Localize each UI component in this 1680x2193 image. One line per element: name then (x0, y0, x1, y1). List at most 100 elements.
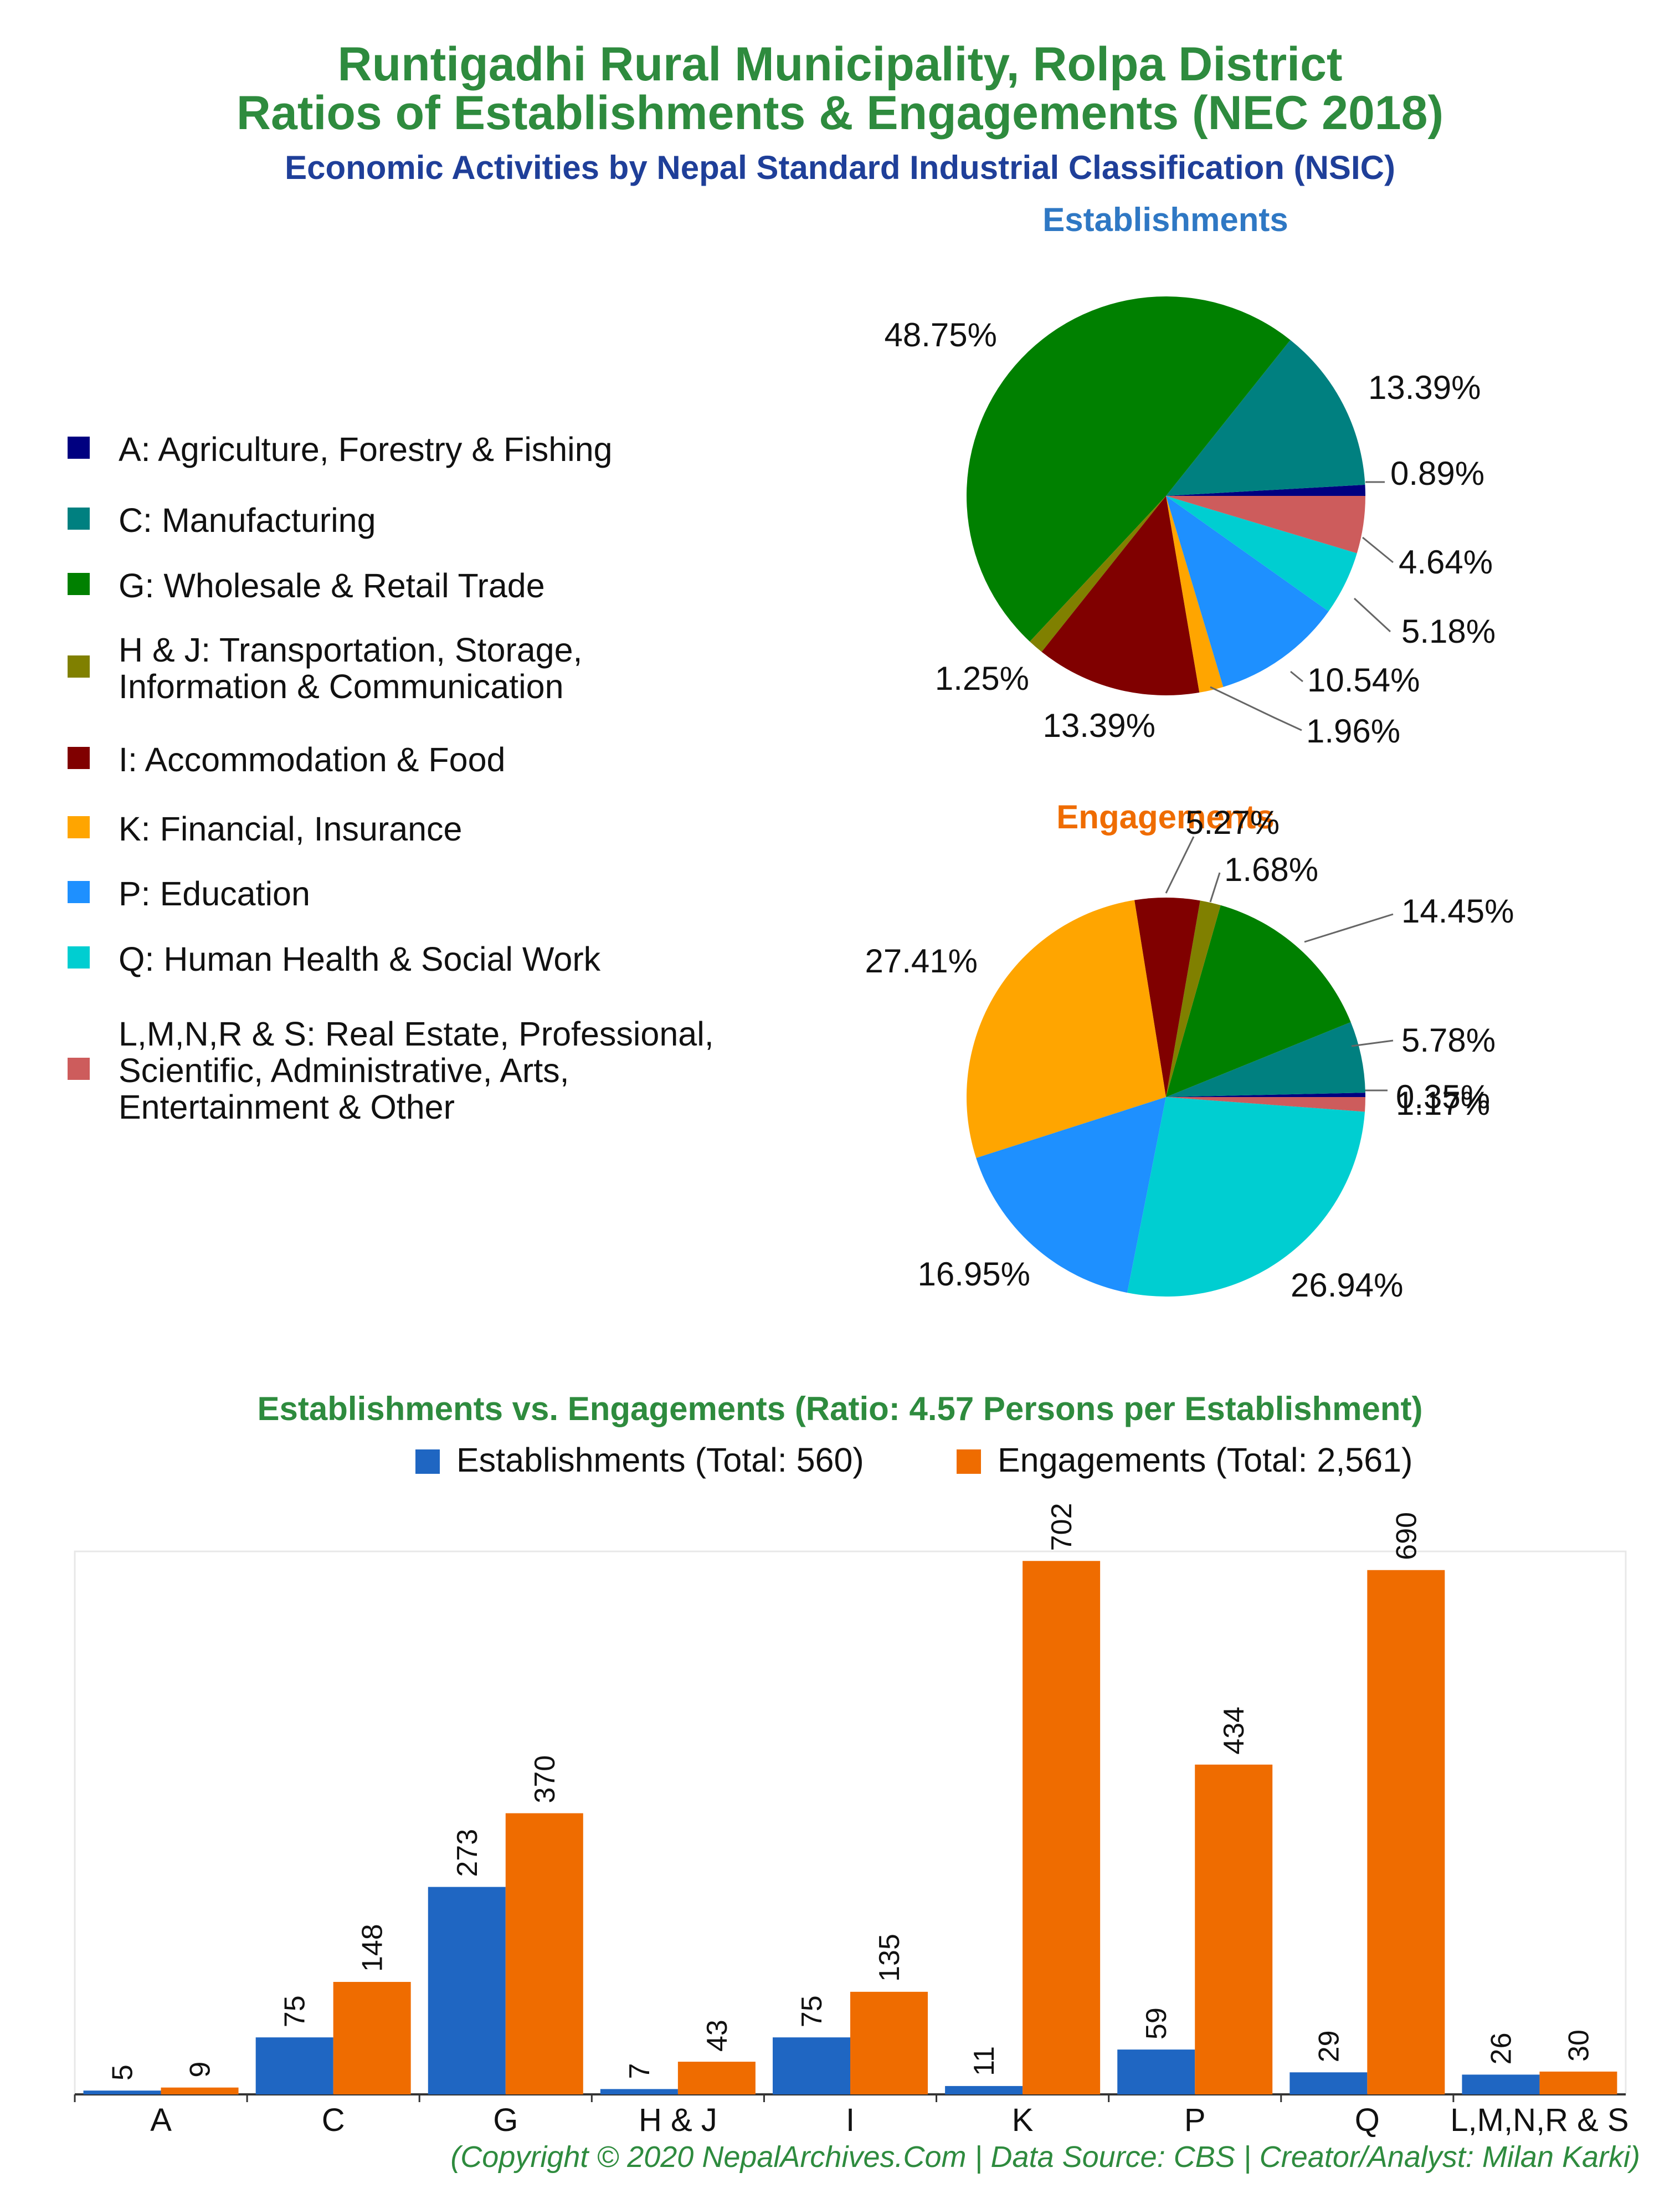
data-label-establishments-q: 29 (1313, 2030, 1345, 2062)
legend-label: L,M,N,R & S: Real Estate, Professional, … (119, 1015, 714, 1126)
legend-swatch-engagements (957, 1449, 981, 1474)
engagements-label-g: 14.45% (1401, 893, 1514, 930)
bar-engagements-q (1367, 1570, 1445, 2094)
data-label-establishments-k: 11 (968, 2046, 1000, 2076)
engagements-slice-g (1166, 905, 1351, 1097)
data-label-establishments-a: 5 (107, 2064, 139, 2081)
x-tick-label-c: C (322, 2102, 345, 2138)
data-label-establishments-c: 75 (279, 1995, 311, 2027)
engagements-label-i: 5.27% (1185, 804, 1280, 841)
x-tick-label-g: G (493, 2102, 518, 2138)
data-label-engagements-c: 148 (357, 1924, 389, 1972)
legend-label: K: Financial, Insurance (119, 810, 463, 848)
pie-charts: 0.89% 13.39% 48.75% 1.25% 13.39% 1.96% 10.54% 5… (865, 296, 1514, 1304)
legend-swatch (68, 573, 90, 595)
footer-copyright: (Copyright © 2020 NepalArchives.Com | Da… (450, 2140, 1640, 2174)
engagements-slice-q (1127, 1097, 1365, 1297)
establishments-slice-h-j (1030, 496, 1166, 652)
engagements-label-p: 16.95% (918, 1256, 1031, 1293)
x-tick-label-p: P (1184, 2102, 1206, 2138)
establishments-slice-c (1166, 340, 1365, 496)
x-tick-label-i: I (846, 2102, 855, 2138)
legend-swatch (68, 946, 90, 969)
x-tick-label-k: K (1012, 2102, 1034, 2138)
legend-label: Q: Human Health & Social Work (119, 940, 601, 978)
engagements-label-q: 26.94% (1291, 1267, 1404, 1304)
data-label-establishments-i: 75 (796, 1995, 828, 2027)
bar-engagements-g (505, 1813, 583, 2094)
data-label-engagements-g: 370 (529, 1755, 561, 1803)
legend-swatch (68, 655, 90, 678)
bar-establishments-g (428, 1887, 506, 2094)
bar-establishments-h-j (600, 2089, 678, 2094)
data-label-engagements-k: 702 (1046, 1503, 1078, 1551)
data-label-establishments-p: 59 (1140, 2007, 1173, 2040)
engagements-slice-c (1166, 1022, 1365, 1097)
engagements-leader-g (1304, 913, 1394, 943)
establishments-label-l-m-n-r-s: 4.64% (1399, 544, 1493, 581)
engagements-slice-h-j (1166, 900, 1221, 1097)
bar-engagements-k (1023, 1561, 1101, 2094)
legend-label: I: Accommodation & Food (119, 741, 506, 778)
establishments-slice-i (1041, 496, 1200, 695)
legend-swatch (68, 508, 90, 530)
chart-title-line1: Runtigadhi Rural Municipality, Rolpa Dis… (337, 38, 1343, 91)
x-tick-label-q: Q (1355, 2102, 1380, 2138)
engagements-leader-h-j (1209, 872, 1221, 903)
bar-establishments-l-m-n-r-s (1462, 2074, 1540, 2094)
data-label-engagements-p: 434 (1218, 1707, 1250, 1755)
data-label-engagements-l-m-n-r-s: 30 (1563, 2030, 1595, 2062)
establishments-label-k: 1.96% (1306, 713, 1400, 750)
establishments-slice-p (1166, 496, 1329, 687)
plot-frame (74, 1550, 1627, 2095)
x-tick-label-l-m-n-r-s: L,M,N,R & S (1450, 2102, 1628, 2138)
legend-label: P: Education (119, 875, 310, 913)
establishments-slice-q (1166, 496, 1357, 612)
engagements-slice-l-m-n-r-s (1166, 1097, 1365, 1112)
bar-engagements-a (161, 2087, 239, 2094)
legend-swatch (68, 437, 90, 459)
establishments-leader-q (1353, 597, 1391, 633)
bar-establishments-p (1117, 2049, 1195, 2094)
bar-engagements-p (1195, 1764, 1273, 2094)
engagements-slice-k (967, 900, 1166, 1158)
legend-label: A: Agriculture, Forestry & Fishing (119, 431, 613, 468)
data-label-establishments-l-m-n-r-s: 26 (1485, 2032, 1517, 2064)
establishments-label-g: 48.75% (885, 316, 998, 353)
legend-label: C: Manufacturing (119, 501, 376, 539)
legend-label-establishments: Establishments (Total: 560) (456, 1441, 864, 1479)
engagements-label-k: 27.41% (865, 942, 978, 980)
engagements-label-h-j: 1.68% (1224, 851, 1318, 888)
establishments-slice-l-m-n-r-s (1166, 496, 1365, 554)
x-tick-label-a: A (150, 2102, 172, 2138)
engagements-label-l-m-n-r-s: 1.17% (1396, 1085, 1490, 1122)
data-label-establishments-h-j: 7 (624, 2063, 656, 2079)
data-label-engagements-h-j: 43 (701, 2020, 733, 2052)
establishments-leader-p (1290, 670, 1303, 683)
engagements-slice-a (1166, 1093, 1365, 1097)
chart-subtitle: Economic Activities by Nepal Standard In… (285, 149, 1395, 186)
x-tick-label-h-j: H & J (639, 2102, 717, 2138)
legend-swatch (68, 747, 90, 769)
establishments-label-h-j: 1.25% (935, 660, 1029, 697)
establishments-label-c: 13.39% (1368, 369, 1481, 406)
engagements-leader-c (1351, 1039, 1394, 1047)
bar-legend-establishments: Establishments (Total: 560) (415, 1441, 864, 1479)
establishments-label-i: 13.39% (1043, 707, 1156, 744)
legend-label: H & J: Transportation, Storage, Informat… (119, 631, 583, 705)
establishments-leader-l-m-n-r-s (1362, 536, 1394, 563)
chart-title-line2: Ratios of Establishments & Engagements (… (236, 86, 1444, 140)
legend-swatch (68, 881, 90, 903)
bar-establishments-c (255, 2037, 333, 2094)
establishments-pie-title: Establishments (1042, 201, 1288, 238)
bar-legend-engagements: Engagements (Total: 2,561) (957, 1441, 1412, 1479)
legend-swatch-establishments (415, 1449, 440, 1474)
engagements-pie-title: Engagements (1056, 798, 1275, 836)
engagements-leader-i (1165, 836, 1195, 894)
establishments-slice-g (966, 296, 1291, 642)
engagements-slice-i (1134, 898, 1200, 1097)
legend-swatch (68, 1058, 90, 1080)
engagements-label-a: 0.35% (1396, 1078, 1490, 1115)
data-label-establishments-g: 273 (451, 1829, 484, 1877)
establishments-label-q: 5.18% (1401, 613, 1496, 650)
